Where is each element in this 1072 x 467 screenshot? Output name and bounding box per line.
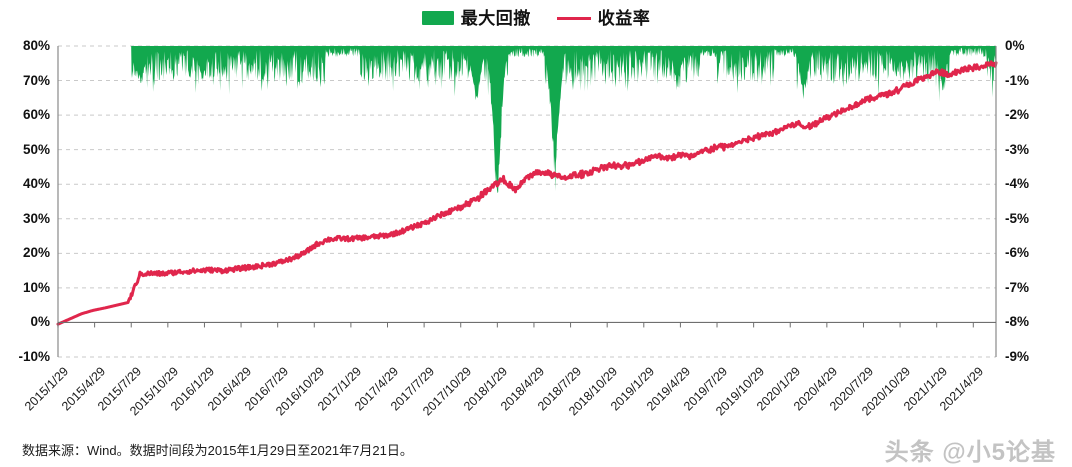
y-left-tick-label: 30% [22,210,50,226]
y-left-tick-label: 10% [22,279,50,295]
y-left-tick-label: 80% [22,38,50,53]
y-right-tick-label: -4% [1005,176,1030,192]
gridlines [58,45,996,358]
y-right-tick-label: -5% [1005,210,1030,226]
y-right-tick-label: -8% [1005,314,1030,330]
watermark: 头条 @小5论基 [884,439,1056,466]
legend-item-drawdown[interactable]: 最大回撤 [421,8,531,28]
legend-swatch-line-icon [556,16,591,20]
y-left-tick-label: 40% [22,176,50,192]
source-note: 数据来源：Wind。数据时间段为2015年1月29日至2021年7月21日。 [22,443,413,458]
y-left-tick-label: 20% [22,245,50,261]
legend-label-return: 收益率 [597,8,651,28]
chart-svg [56,45,998,358]
y-left-tick-label: 0% [30,314,50,330]
y-right-tick-label: -6% [1005,245,1030,261]
legend-item-return[interactable]: 收益率 [556,8,651,28]
legend-swatch-area-icon [421,11,454,25]
y-left-tick-label: 60% [22,107,50,123]
y-left-tick-label: 50% [22,141,50,157]
drawdown-area [131,46,996,194]
y-right-tick-label: -7% [1005,279,1030,295]
plot-area [56,45,998,358]
y-right-tick-label: -1% [1005,72,1030,88]
y-right-tick-label: -3% [1005,141,1030,157]
legend-label-drawdown: 最大回撤 [460,8,531,28]
chart-legend: 最大回撤 收益率 [0,4,1072,32]
y-right-tick-label: -2% [1005,107,1030,123]
y-right-tick-label: 0% [1005,38,1025,53]
y-left-tick-label: -10% [18,349,50,364]
return-line [56,60,998,326]
y-right-tick-label: -9% [1005,349,1030,364]
y-left-tick-label: 70% [22,72,50,88]
x-tick-marks [57,322,974,328]
